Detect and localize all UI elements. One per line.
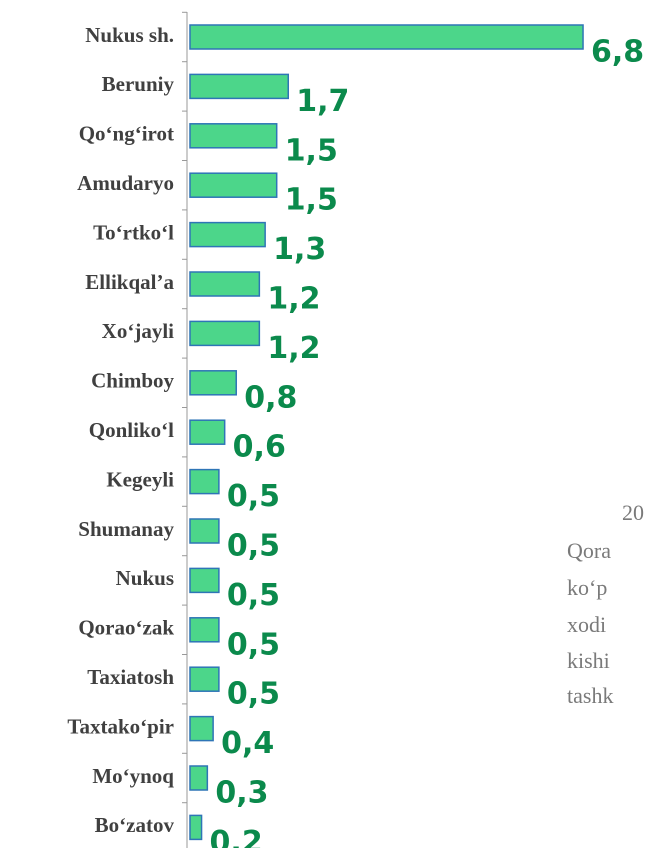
y-tick-label: To‘rtko‘l (93, 220, 174, 244)
y-tick-label: Shumanay (78, 517, 174, 541)
bar (189, 24, 584, 50)
y-tick-label: Xo‘jayli (102, 319, 174, 343)
side-text: kishi (567, 648, 610, 673)
data-label: 0,5 (227, 529, 280, 564)
bar (189, 419, 226, 445)
data-label: 0,4 (221, 726, 274, 761)
data-label: 1,7 (296, 84, 349, 119)
side-text: xodi (567, 612, 606, 637)
y-tick-label: Qonliko‘l (89, 418, 174, 442)
bar (189, 320, 261, 347)
data-label: 0,2 (210, 825, 263, 848)
y-tick-label: Taxiatosh (87, 665, 174, 689)
data-label: 1,5 (285, 133, 338, 168)
y-tick-label: Kegeyli (106, 467, 174, 491)
bar (189, 271, 261, 297)
y-tick-label: Qorao‘zak (78, 616, 174, 640)
data-label: 0,5 (227, 578, 280, 613)
y-tick-label: Mo‘ynoq (92, 764, 174, 788)
bar (189, 814, 203, 841)
bar (189, 73, 290, 100)
data-label: 1,2 (267, 331, 320, 366)
bar (189, 370, 237, 396)
bar (189, 123, 278, 149)
data-label: 0,3 (215, 776, 268, 811)
bar (189, 666, 220, 692)
data-label: 0,5 (227, 627, 280, 662)
bar (189, 172, 278, 198)
data-label: 1,2 (267, 282, 320, 317)
bar (189, 765, 209, 791)
y-tick-label: Bo‘zatov (95, 813, 175, 837)
side-text: ko‘p (567, 575, 607, 600)
y-tick-label: Qo‘ng‘irot (79, 122, 174, 146)
bar (189, 715, 214, 742)
data-label: 0,5 (227, 677, 280, 712)
data-label: 1,3 (273, 232, 326, 267)
y-tick-label: Nukus (116, 566, 174, 590)
side-text: 20 (622, 500, 644, 525)
side-text: tashk (567, 683, 613, 708)
bar (189, 468, 220, 495)
y-tick-label: Ellikqal’a (85, 270, 174, 294)
y-tick-label: Beruniy (102, 72, 175, 96)
y-tick-label: Taxtako‘pir (67, 714, 174, 738)
side-text: Qora (567, 538, 611, 563)
data-label: 0,6 (233, 430, 286, 465)
bar (189, 518, 220, 544)
data-label: 0,8 (244, 380, 297, 415)
data-label: 0,5 (227, 479, 280, 514)
y-tick-label: Chimboy (91, 369, 174, 393)
data-label: 6,8 (591, 35, 644, 70)
bar (189, 221, 266, 248)
bar (189, 567, 220, 594)
bar (189, 617, 220, 643)
y-tick-label: Nukus sh. (85, 23, 174, 47)
y-tick-label: Amudaryo (77, 171, 174, 195)
data-label: 1,5 (285, 183, 338, 218)
